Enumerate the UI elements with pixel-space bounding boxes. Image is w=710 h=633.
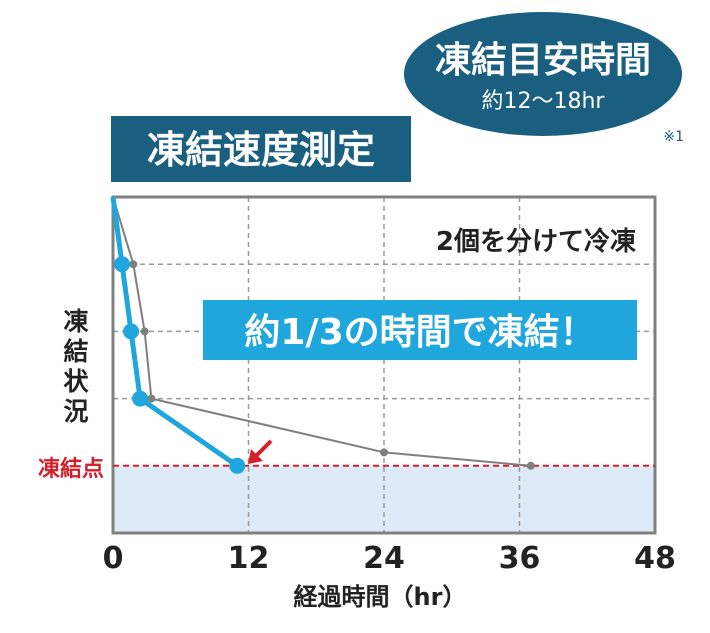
plot-frame <box>111 195 657 535</box>
arrow-marker <box>248 439 273 464</box>
x-tick-labels: 0 12 24 36 48 <box>103 541 676 576</box>
annotation-top: 2個を分けて冷凍 <box>436 226 636 257</box>
x-tick-label: 24 <box>363 541 405 576</box>
badge: 凍結目安時間 約12〜18hr <box>404 12 682 136</box>
series-point-fast <box>132 390 149 407</box>
series-point-slow <box>140 327 149 336</box>
y-axis-label-char: 凍 <box>63 307 88 336</box>
x-tick-label: 48 <box>634 541 676 576</box>
arrow-head <box>248 449 263 464</box>
series-point-fast <box>114 256 131 273</box>
y-axis-label-char: 状 <box>63 367 89 396</box>
badge-ellipse <box>404 12 682 136</box>
badge-title: 凍結目安時間 <box>435 40 651 81</box>
x-tick-label: 36 <box>499 541 541 576</box>
series-point-fast <box>123 323 140 340</box>
annotation-main: 約1/3の時間で凍結！ <box>244 312 595 353</box>
x-tick-label: 12 <box>228 541 270 576</box>
series-point-slow <box>147 394 156 403</box>
series-point-slow <box>129 260 138 269</box>
x-axis-label: 経過時間（hr） <box>294 583 467 611</box>
badge-footnote: ※1 <box>663 129 684 145</box>
series-point-slow <box>380 448 388 457</box>
series-point-fast <box>229 457 246 474</box>
annotation-main-bg <box>203 300 637 360</box>
series-point-slow <box>526 461 535 470</box>
series-layer <box>110 196 535 474</box>
series-line-slow <box>112 196 531 467</box>
badge-subtitle: 約12〜18hr <box>482 89 606 114</box>
y-axis-label-char: 結 <box>63 337 88 366</box>
chart-title: 凍結速度測定 <box>147 128 375 172</box>
y-axis-label-char: 況 <box>63 397 88 426</box>
x-tick-label: 0 <box>103 541 124 576</box>
chart-title-bg <box>111 116 411 182</box>
freezing-point-label: 凍結点 <box>38 456 104 482</box>
chart-title-box: 凍結速度測定 <box>111 116 411 182</box>
annotation-main-box: 約1/3の時間で凍結！ <box>203 300 637 360</box>
